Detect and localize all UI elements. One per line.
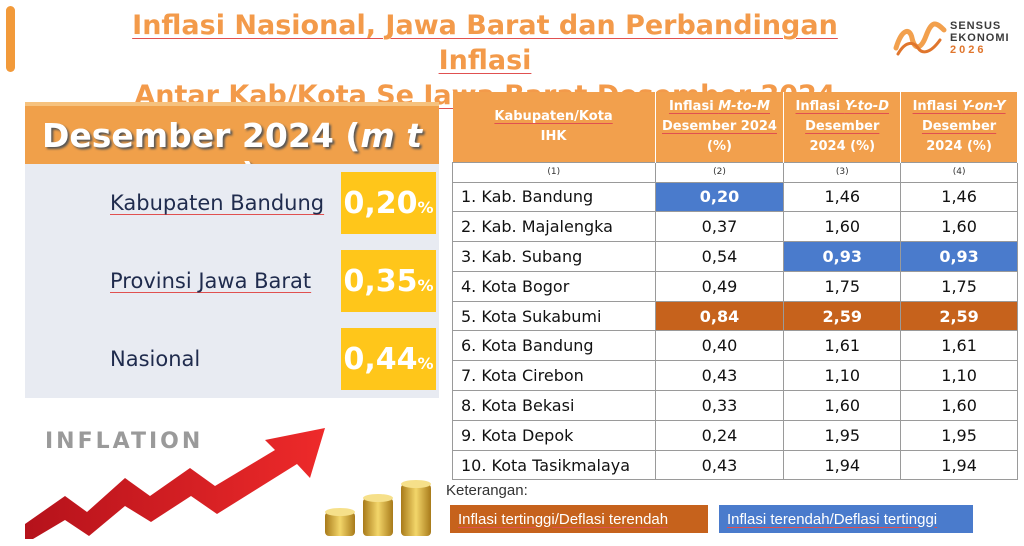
cell-lowest: 0,93 <box>783 241 902 272</box>
table-row: 2. Kab. Majalengka 0,37 1,60 1,60 <box>452 211 1018 243</box>
legend-title: Keterangan: <box>446 482 528 499</box>
summary-label: Kabupaten Bandung <box>110 191 325 215</box>
summary-label: Nasional <box>110 347 201 371</box>
summary-value-box: 0,20% <box>341 172 436 234</box>
coin-stacks <box>325 480 431 536</box>
inflation-word: INFLATION <box>45 429 203 454</box>
legend-highest: Inflasi tertinggi/Deflasi terendah <box>450 505 708 533</box>
header-kabupaten-kota: Kabupaten/Kota IHK <box>452 92 656 162</box>
inflation-table: Kabupaten/Kota IHK Inflasi M-to-M Desemb… <box>452 92 1018 481</box>
logo-wave-icon <box>893 21 947 56</box>
inflation-illustration: INFLATION <box>25 414 439 539</box>
table-row: 6. Kota Bandung 0,40 1,61 1,61 <box>452 330 1018 362</box>
cell-lowest: 0,93 <box>900 241 1018 272</box>
table-row: 1. Kab. Bandung 0,20 1,46 1,46 <box>452 181 1018 213</box>
table-row: 10. Kota Tasikmalaya 0,43 1,94 1,94 <box>452 449 1018 481</box>
summary-value-box: 0,44% <box>341 328 436 390</box>
table-row: 9. Kota Depok 0,24 1,95 1,95 <box>452 419 1018 451</box>
cell-lowest: 0,20 <box>654 181 785 213</box>
summary-value-box: 0,35% <box>341 250 436 312</box>
accent-bar <box>6 6 15 72</box>
column-number-row: (1) (2) (3) (4) <box>452 161 1018 183</box>
table-row: 3. Kab. Subang 0,54 0,93 0,93 <box>452 241 1018 272</box>
table-row: 5. Kota Sukabumi 0,84 2,59 2,59 <box>452 300 1018 332</box>
sensus-ekonomi-logo: SENSUS EKONOMI 2026 <box>892 16 1012 62</box>
table-row: 8. Kota Bekasi 0,33 1,60 1,60 <box>452 390 1018 421</box>
header-mtm: Inflasi M-to-M Desember 2024 (%) <box>655 92 785 162</box>
table-row: 7. Kota Cirebon 0,43 1,10 1,10 <box>452 360 1018 392</box>
inflation-arrow-icon: INFLATION <box>25 428 431 539</box>
cell-highest: 2,59 <box>783 300 902 332</box>
logo-line-2: EKONOMI <box>950 32 1010 44</box>
cell-highest: 2,59 <box>900 300 1018 332</box>
title-line-1: Inflasi Nasional, Jawa Barat dan Perband… <box>132 10 838 76</box>
table-row: 4. Kota Bogor 0,49 1,75 1,75 <box>452 270 1018 302</box>
summary-label: Provinsi Jawa Barat <box>110 269 312 293</box>
header-yoy: Inflasi Y-on-Y Desember 2024 (%) <box>900 92 1018 162</box>
summary-row-kabupaten-bandung: Kabupaten Bandung 0,20% <box>25 164 439 242</box>
legend-lowest: Inflasi terendah/Deflasi tertinggi <box>719 505 973 533</box>
header-ytd: Inflasi Y-to-D Desember 2024 (%) <box>783 92 902 162</box>
summary-row-provinsi-jawa-barat: Provinsi Jawa Barat 0,35% <box>25 242 439 320</box>
table-header-row: Kabupaten/Kota IHK Inflasi M-to-M Desemb… <box>452 92 1018 162</box>
summary-header: Desember 2024 (m t m) <box>25 102 439 194</box>
summary-row-nasional: Nasional 0,44% <box>25 320 439 398</box>
cell-highest: 0,84 <box>654 300 785 332</box>
logo-line-3: 2026 <box>950 44 987 56</box>
logo-line-1: SENSUS <box>950 20 1002 32</box>
